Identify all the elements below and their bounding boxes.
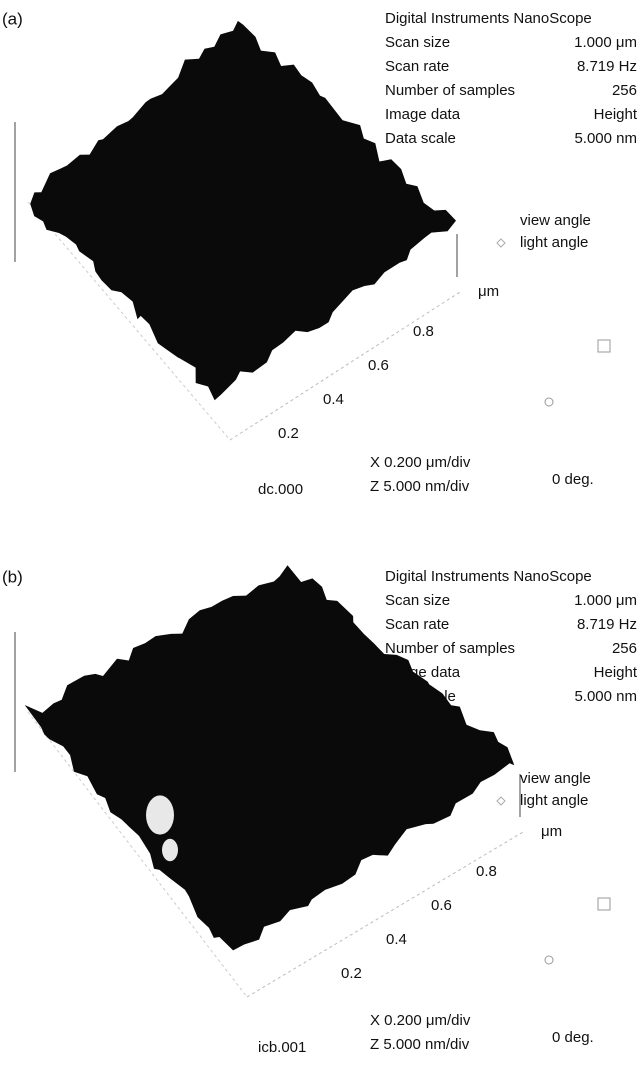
- light-icon: [497, 239, 505, 247]
- view-angle: view angle: [520, 212, 591, 229]
- param-value: 1.000 μm: [574, 592, 637, 609]
- light-angle: light angle: [520, 234, 588, 251]
- z-scale: Z 5.000 nm/div: [370, 1036, 470, 1053]
- rotation: 0 deg.: [552, 471, 594, 488]
- axis-unit: μm: [478, 283, 499, 300]
- param-value: 5.000 nm: [574, 130, 637, 147]
- param-value: Height: [594, 664, 638, 681]
- figure: (a) Digital Instruments NanoScope Scan siz…: [0, 0, 640, 1068]
- light-angle: light angle: [520, 792, 588, 809]
- axis-tick-label: 0.6: [368, 357, 389, 374]
- instrument: Digital Instruments NanoScope: [385, 568, 592, 585]
- surface-bump: [146, 795, 174, 834]
- axis-tick-label: 0.8: [476, 863, 497, 880]
- panel: (b) Digital Instruments NanoScope Scan siz…: [2, 565, 638, 1056]
- x-scale: X 0.200 μm/div: [370, 1012, 471, 1029]
- param-name: Scan rate: [385, 616, 449, 633]
- sun-icon: [545, 956, 553, 964]
- param-name: Scan rate: [385, 58, 449, 75]
- afm-surface: [30, 21, 456, 400]
- param-value: 5.000 nm: [574, 688, 637, 705]
- surface-bump: [162, 839, 178, 861]
- z-scale: Z 5.000 nm/div: [370, 478, 470, 495]
- rotation: 0 deg.: [552, 1029, 594, 1046]
- x-scale: X 0.200 μm/div: [370, 454, 471, 471]
- file-name: dc.000: [258, 481, 303, 498]
- axis-unit: μm: [541, 823, 562, 840]
- axis-tick-label: 0.2: [278, 425, 299, 442]
- view-icon: [598, 898, 610, 910]
- axis-tick-label: 0.4: [386, 931, 407, 948]
- panel-label: (a): [2, 9, 23, 28]
- instrument: Digital Instruments NanoScope: [385, 10, 592, 27]
- view-angle: view angle: [520, 770, 591, 787]
- axis-tick-label: 0.8: [413, 323, 434, 340]
- param-value: 8.719 Hz: [577, 616, 637, 633]
- param-name: Number of samples: [385, 82, 515, 99]
- panel: (a) Digital Instruments NanoScope Scan siz…: [2, 9, 638, 497]
- axis-tick-label: 0.6: [431, 897, 452, 914]
- param-value: Height: [594, 106, 638, 123]
- param-value: 8.719 Hz: [577, 58, 637, 75]
- param-name: Image data: [385, 106, 461, 123]
- view-icon: [598, 340, 610, 352]
- param-name: Scan size: [385, 592, 450, 609]
- axis-tick-label: 0.4: [323, 391, 344, 408]
- param-name: Data scale: [385, 130, 456, 147]
- file-name: icb.001: [258, 1039, 306, 1056]
- panel-label: (b): [2, 567, 23, 586]
- param-value: 256: [612, 82, 637, 99]
- param-value: 256: [612, 640, 637, 657]
- param-name: Scan size: [385, 34, 450, 51]
- axis-tick-label: 0.2: [341, 965, 362, 982]
- sun-icon: [545, 398, 553, 406]
- param-name: Number of samples: [385, 640, 515, 657]
- light-icon: [497, 797, 505, 805]
- param-value: 1.000 μm: [574, 34, 637, 51]
